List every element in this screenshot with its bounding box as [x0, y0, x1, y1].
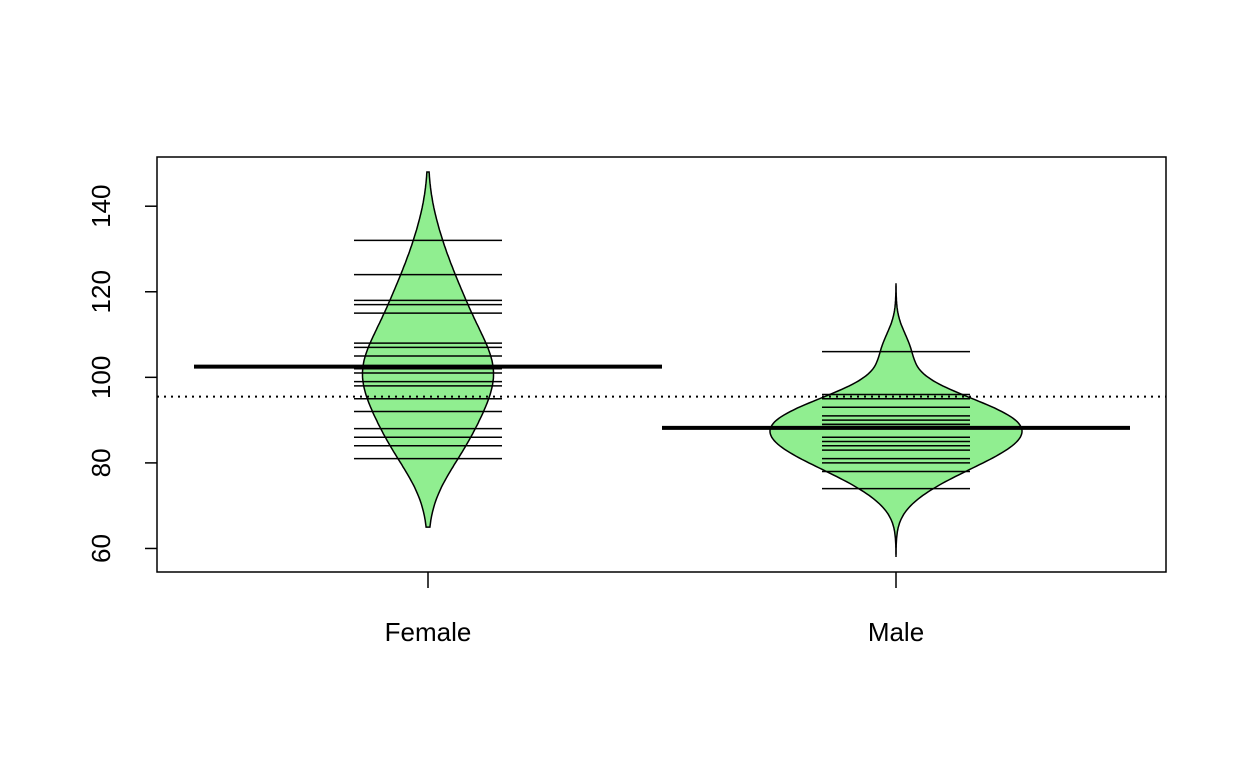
x-category-label-male: Male: [868, 617, 924, 647]
bean-female: [361, 171, 495, 528]
observation-lines: [354, 239, 970, 490]
y-tick-label: 140: [86, 185, 116, 228]
group-mean-lines: [194, 364, 1130, 430]
beans-layer: [361, 171, 1023, 557]
y-tick-label: 80: [86, 448, 116, 477]
x-category-label-female: Female: [385, 617, 472, 647]
y-tick-label: 60: [86, 534, 116, 563]
y-tick-label: 120: [86, 270, 116, 313]
y-tick-label: 100: [86, 356, 116, 399]
x-axis: Female Male: [385, 572, 924, 647]
y-axis: 60 80 100 120 140: [86, 185, 157, 563]
plot-frame: [156, 156, 1167, 573]
